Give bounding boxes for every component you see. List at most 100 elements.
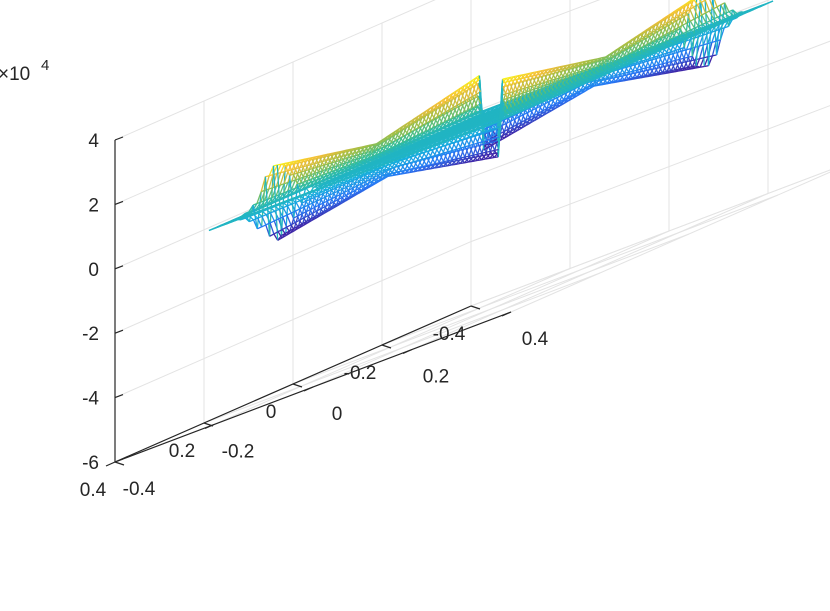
mesh-line	[493, 152, 499, 158]
mesh-line	[456, 140, 462, 149]
mesh-line	[277, 231, 283, 239]
mesh-line	[465, 138, 471, 146]
mesh-line	[636, 69, 642, 77]
mesh-line	[414, 155, 420, 161]
mesh-line	[315, 210, 321, 217]
mesh-line	[689, 18, 695, 22]
mesh-line	[455, 158, 461, 164]
mesh-line	[700, 0, 706, 3]
mesh-line	[354, 177, 360, 182]
mesh-line	[703, 56, 709, 67]
mesh-line	[410, 156, 415, 163]
mesh-line	[468, 155, 474, 162]
mesh-line	[640, 68, 646, 76]
mesh-line	[307, 215, 313, 222]
mesh-line	[308, 196, 314, 204]
mesh-line	[285, 175, 291, 234]
mesh-line	[657, 64, 663, 73]
mesh-line	[447, 160, 453, 166]
mesh-line	[329, 187, 335, 194]
mesh-line	[281, 229, 287, 236]
mesh-line	[290, 224, 296, 231]
mesh-line	[481, 152, 487, 160]
mesh-line	[485, 140, 491, 152]
mesh-line	[534, 108, 540, 116]
mesh-line	[675, 49, 681, 60]
mesh-line	[413, 161, 419, 168]
mesh-line	[280, 165, 286, 236]
mesh-line	[448, 143, 454, 151]
mesh-line	[628, 71, 634, 79]
mesh-line	[645, 67, 651, 76]
mesh-line	[298, 220, 304, 226]
grid-lines	[114, 0, 830, 463]
mesh-line	[392, 167, 398, 173]
grid-line	[470, 105, 830, 243]
mesh-line	[671, 51, 677, 61]
mesh-line	[303, 217, 308, 224]
mesh-line	[615, 75, 621, 81]
mesh-line	[396, 166, 402, 172]
mesh-line	[460, 157, 465, 164]
mesh-line	[282, 207, 288, 216]
mesh-line	[261, 210, 267, 216]
mesh-line	[342, 182, 347, 188]
mesh-line	[607, 77, 612, 83]
mesh-line	[683, 47, 689, 58]
mesh-line	[539, 106, 545, 113]
mesh-line	[249, 215, 254, 221]
mesh-line	[345, 194, 351, 200]
mesh-line	[522, 114, 528, 123]
mesh-line	[435, 148, 441, 155]
mesh-line	[686, 48, 692, 62]
mesh-line	[662, 54, 668, 63]
mesh-line	[464, 156, 470, 163]
mesh-line	[687, 56, 693, 67]
mesh-line	[320, 208, 325, 214]
mesh-line	[452, 142, 458, 150]
mesh-line	[474, 130, 479, 135]
mesh-line	[283, 202, 288, 207]
mesh-line	[705, 10, 710, 14]
mesh-line	[332, 201, 338, 207]
mesh-line	[469, 132, 475, 136]
mesh-line	[311, 213, 317, 219]
mesh-line	[303, 198, 309, 206]
mesh-line	[422, 152, 428, 159]
mesh-line	[257, 217, 263, 228]
mesh-line	[472, 154, 478, 161]
mesh-line	[674, 60, 680, 70]
mesh-line	[679, 48, 685, 59]
surface-mesh	[208, 0, 774, 241]
mesh-line	[513, 119, 519, 128]
mesh-line	[401, 159, 407, 165]
mesh-line	[418, 153, 424, 160]
mesh-line	[679, 59, 685, 69]
mesh-line	[666, 52, 672, 62]
mesh-line	[619, 74, 625, 81]
grid-line	[470, 169, 830, 307]
mesh-line	[388, 164, 394, 169]
mesh-line	[324, 206, 330, 212]
mesh-line	[418, 159, 423, 167]
mesh-line	[530, 110, 536, 118]
mesh-line	[409, 162, 415, 169]
mesh-line	[299, 200, 305, 208]
mesh-line	[683, 58, 689, 68]
mesh-line	[422, 158, 428, 166]
mesh-line	[611, 76, 617, 82]
mesh-line	[662, 63, 668, 72]
mesh-line	[431, 149, 437, 156]
mesh-line	[337, 184, 343, 190]
mesh-line	[649, 66, 655, 75]
mesh-line	[401, 164, 406, 171]
grid-line	[470, 40, 830, 178]
mesh-line	[384, 169, 389, 175]
mesh-line	[509, 121, 515, 130]
grid-line	[114, 47, 472, 205]
mesh-line	[328, 204, 334, 209]
grid-line	[292, 233, 690, 385]
mesh-line	[294, 222, 300, 229]
mesh-line	[465, 133, 471, 138]
grid-line	[203, 272, 601, 424]
